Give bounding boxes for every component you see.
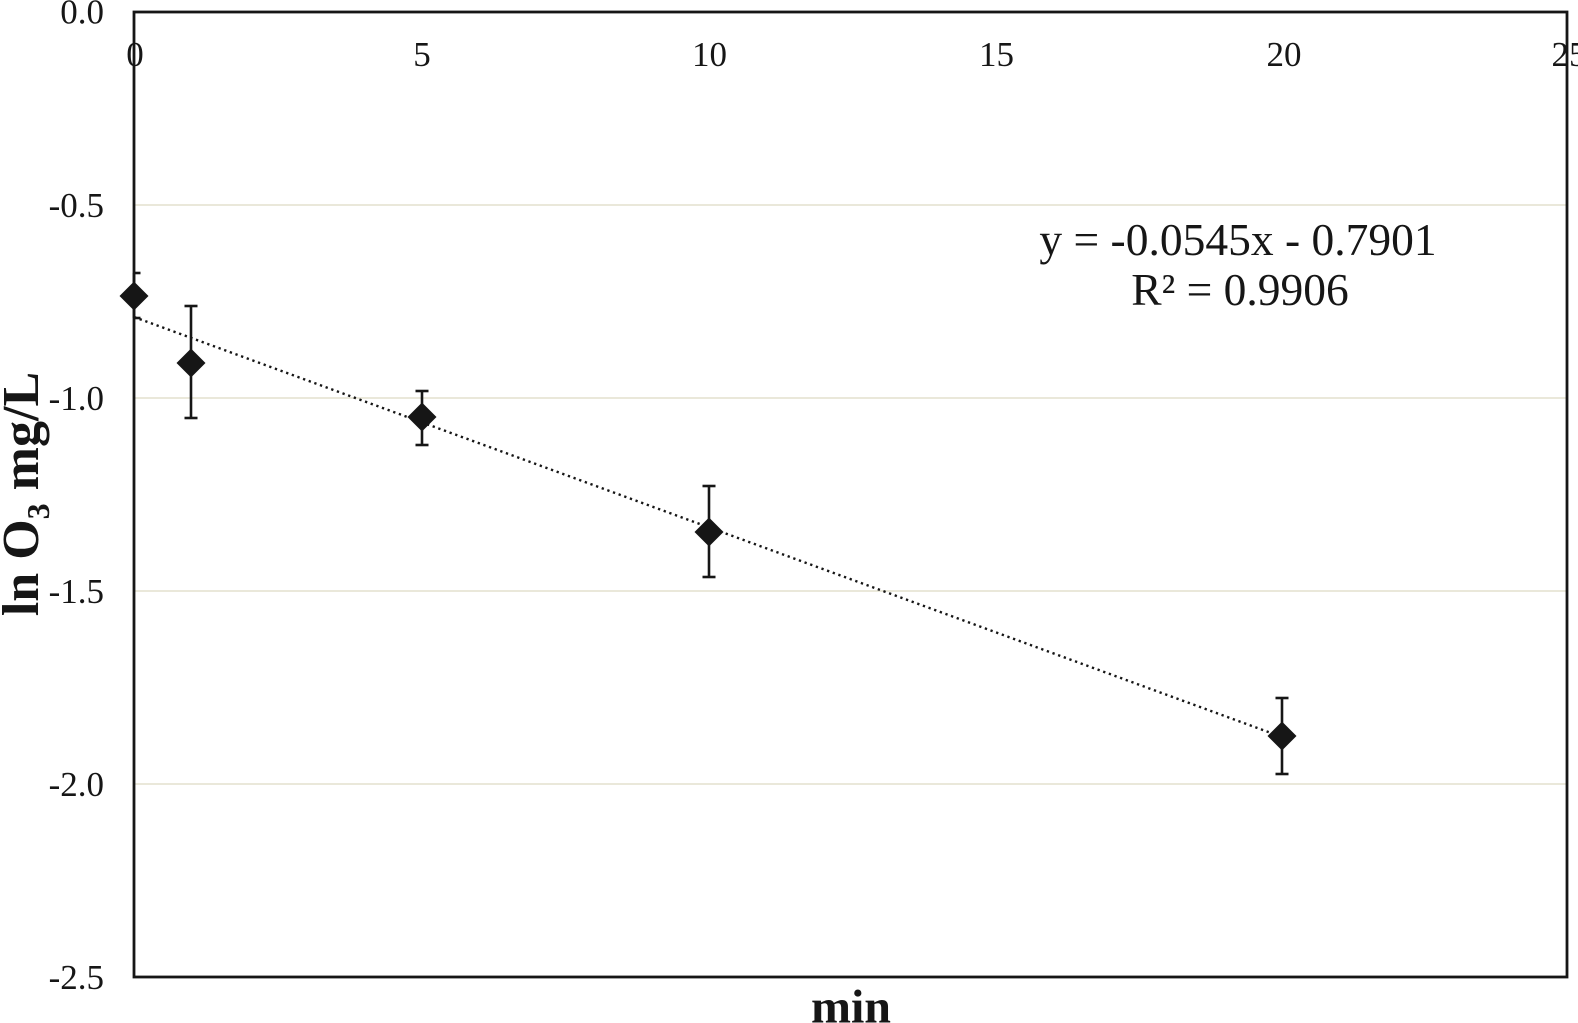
svg-text:y = -0.0545x - 0.7901: y = -0.0545x - 0.7901 <box>1039 214 1436 265</box>
svg-text:15: 15 <box>979 35 1014 74</box>
svg-text:-2.5: -2.5 <box>49 958 104 997</box>
svg-text:-0.5: -0.5 <box>49 186 104 225</box>
svg-text:-1.5: -1.5 <box>49 572 104 611</box>
svg-text:0: 0 <box>126 35 144 74</box>
svg-text:0.0: 0.0 <box>60 0 104 32</box>
svg-text:ln O3 mg/L: ln O3 mg/L <box>0 372 56 616</box>
svg-text:R² = 0.9906: R² = 0.9906 <box>1131 264 1349 315</box>
svg-text:-1.0: -1.0 <box>49 379 104 418</box>
svg-text:20: 20 <box>1267 35 1302 74</box>
svg-text:25: 25 <box>1552 35 1578 74</box>
svg-text:-2.0: -2.0 <box>49 765 104 804</box>
svg-text:10: 10 <box>692 35 727 74</box>
svg-text:min: min <box>811 981 891 1023</box>
svg-text:5: 5 <box>413 35 431 74</box>
